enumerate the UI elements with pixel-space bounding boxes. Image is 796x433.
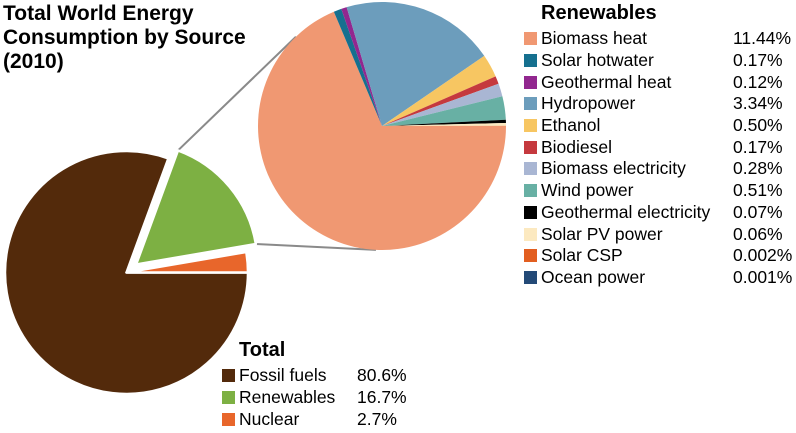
- legend-color-swatch-icon: [524, 205, 537, 219]
- legend-label: Biodiesel: [541, 136, 613, 157]
- legend-label: Ocean power: [541, 266, 646, 287]
- detail-pie-slice-hydropower: [346, 2, 485, 127]
- legend-value: 11.44%: [733, 28, 792, 49]
- detail-pie-slice-solar-hotwater: [333, 8, 382, 127]
- chart-title: Total World Energy Consumption by Source…: [3, 2, 273, 74]
- legend-value: 0.28%: [733, 158, 783, 179]
- renewables-legend-row-solar-pv-power: Solar PV power 0.06%: [524, 223, 796, 245]
- legend-label: Solar PV power: [541, 223, 663, 244]
- legend-color-swatch-icon: [524, 140, 537, 154]
- renewables-legend-row-biomass-electricity: Biomass electricity 0.28%: [524, 158, 796, 180]
- legend-label: Biomass electricity: [541, 158, 686, 179]
- legend-value: 0.07%: [733, 201, 783, 222]
- legend-value: 0.50%: [733, 115, 783, 136]
- legend-color-swatch-icon: [524, 54, 537, 68]
- detail-pie-slice-biomass-electricity: [382, 83, 503, 126]
- legend-label: Wind power: [541, 180, 634, 201]
- connector-line-bottom: [255, 242, 377, 251]
- legend-color-swatch-icon: [524, 119, 537, 133]
- renewables-legend-row-hydropower: Hydropower 3.34%: [524, 93, 796, 115]
- legend-value: 0.002%: [733, 245, 793, 266]
- legend-value: 0.17%: [733, 136, 783, 157]
- connector-line-top: [177, 36, 297, 152]
- detail-pie-slice-geothermal-heat: [341, 7, 382, 126]
- renewables-legend-row-geothermal-heat: Geothermal heat 0.12%: [524, 71, 796, 93]
- legend-label: Solar CSP: [541, 245, 623, 266]
- renewables-legend-row-geothermal-electricity: Geothermal electricity 0.07%: [524, 202, 796, 224]
- legend-color-swatch-icon: [222, 391, 235, 405]
- detail-pie-slice-geothermal-electricity: [382, 119, 506, 126]
- legend-value: 3.34%: [733, 93, 783, 114]
- legend-color-swatch-icon: [524, 75, 537, 89]
- legend-color-swatch-icon: [222, 412, 235, 426]
- renewables-legend-rows: Biomass heat 11.44% Solar hotwater 0.17%…: [524, 28, 796, 288]
- legend-label: Ethanol: [541, 115, 601, 136]
- detail-pie-slice-ethanol: [382, 55, 496, 127]
- legend-color-swatch-icon: [524, 227, 537, 241]
- total-legend: Total Fossil fuels 80.6% Renewables 16.7…: [222, 338, 442, 430]
- legend-label: Geothermal electricity: [541, 201, 711, 222]
- legend-color-swatch-icon: [524, 97, 537, 111]
- legend-value: 0.001%: [733, 266, 793, 287]
- legend-value: 80.6%: [357, 365, 407, 386]
- legend-color-swatch-icon: [524, 162, 537, 176]
- total-legend-header: Total: [239, 339, 286, 361]
- renewables-legend-row-ethanol: Ethanol 0.50%: [524, 115, 796, 137]
- legend-label: Geothermal heat: [541, 71, 672, 92]
- legend-color-swatch-icon: [222, 369, 235, 383]
- detail-pie-slice-wind-power: [382, 96, 506, 126]
- legend-label: Hydropower: [541, 93, 636, 114]
- chart-title-line2: Consumption by Source: [3, 26, 246, 49]
- legend-color-swatch-icon: [524, 32, 537, 46]
- detail-pie-slice-biodiesel: [382, 76, 499, 126]
- renewables-legend-header: Renewables: [541, 2, 657, 24]
- legend-color-swatch-icon: [524, 270, 537, 284]
- renewables-legend-row-solar-csp: Solar CSP 0.002%: [524, 245, 796, 267]
- chart-title-line3: (2010): [3, 50, 64, 73]
- renewables-legend-row-solar-hotwater: Solar hotwater 0.17%: [524, 50, 796, 72]
- detail-pie-slice-solar-pv-power: [382, 123, 506, 126]
- total-legend-row-fossil-fuels: Fossil fuels 80.6%: [222, 365, 442, 387]
- legend-value: 0.17%: [733, 50, 783, 71]
- renewables-legend-row-ocean-power: Ocean power 0.001%: [524, 267, 796, 289]
- legend-label: Renewables: [239, 387, 336, 408]
- renewables-legend-row-wind-power: Wind power 0.51%: [524, 180, 796, 202]
- legend-value: 0.51%: [733, 180, 783, 201]
- legend-label: Biomass heat: [541, 28, 648, 49]
- total-legend-rows: Fossil fuels 80.6% Renewables 16.7% Nucl…: [222, 365, 442, 430]
- main-pie-slice-renewables: [134, 149, 258, 266]
- legend-label: Fossil fuels: [239, 365, 327, 386]
- detail-pie-slice-biomass-heat: [258, 11, 506, 251]
- renewables-legend-row-biomass-heat: Biomass heat 11.44%: [524, 28, 796, 50]
- legend-value: 16.7%: [357, 387, 407, 408]
- legend-color-swatch-icon: [524, 184, 537, 198]
- total-legend-row-nuclear: Nuclear 2.7%: [222, 408, 442, 430]
- legend-color-swatch-icon: [524, 249, 537, 263]
- total-legend-row-renewables: Renewables 16.7%: [222, 387, 442, 409]
- legend-value: 0.06%: [733, 223, 783, 244]
- renewables-legend-row-biodiesel: Biodiesel 0.17%: [524, 136, 796, 158]
- legend-value: 2.7%: [357, 408, 397, 429]
- renewables-legend: Renewables Biomass heat 11.44% Solar hot…: [524, 1, 796, 288]
- chart-title-line1: Total World Energy: [3, 2, 194, 25]
- legend-label: Nuclear: [239, 408, 300, 429]
- main-pie-slice-nuclear: [125, 250, 250, 274]
- legend-label: Solar hotwater: [541, 50, 654, 71]
- legend-value: 0.12%: [733, 71, 783, 92]
